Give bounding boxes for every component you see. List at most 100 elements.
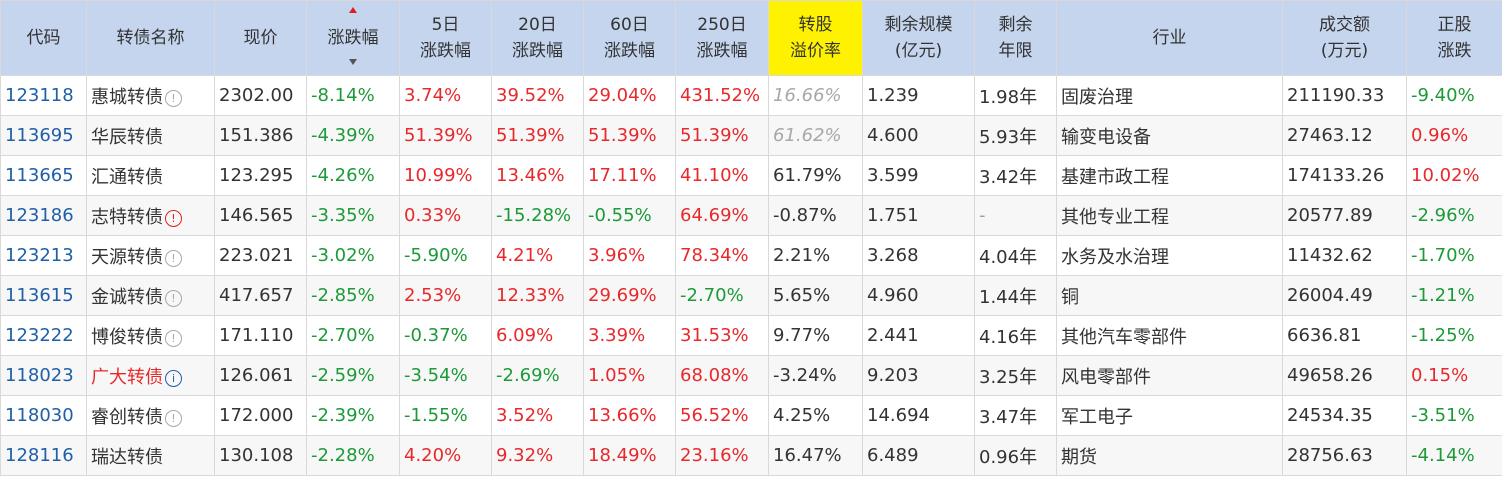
col-header-industry[interactable]: 行业 (1056, 0, 1283, 76)
bond-name[interactable]: 惠城转债! (86, 75, 215, 116)
table-row[interactable]: 113615 金诚转债! 417.657 -2.85% 2.53% 12.33% 29.69… (0, 275, 1502, 316)
remaining-years-cell: 1.98年 (974, 75, 1057, 116)
bond-name-text[interactable]: 广大转债 (91, 366, 163, 388)
change-60d-cell: 51.39% (583, 115, 676, 156)
change-20d-cell: 9.32% (491, 435, 584, 476)
stock-change-cell: -9.40% (1406, 75, 1502, 116)
change-5d-cell: 2.53% (399, 275, 492, 316)
bond-name[interactable]: 志特转债! (86, 195, 215, 236)
info-icon[interactable]: ! (165, 409, 182, 427)
col-header-conversion-premium[interactable]: 转股 溢价率 (768, 0, 863, 76)
price-cell: 151.386 (214, 115, 307, 156)
remaining-years-cell: 4.04年 (974, 235, 1057, 276)
bond-name[interactable]: 睿创转债! (86, 395, 215, 436)
col-header-change[interactable]: 涨跌幅 (306, 0, 400, 76)
col-header-price[interactable]: 现价 (214, 0, 307, 76)
info-icon[interactable]: ! (165, 329, 182, 347)
change-60d-cell: 13.66% (583, 395, 676, 436)
turnover-cell: 20577.89 (1282, 195, 1407, 236)
price-cell: 146.565 (214, 195, 307, 236)
table-row[interactable]: 123118 惠城转债! 2302.00 -8.14% 3.74% 39.52% 29.04… (0, 75, 1502, 116)
bond-code[interactable]: 118023 (0, 355, 87, 396)
bond-name-text[interactable]: 博俊转债 (91, 326, 163, 348)
bond-name-text[interactable]: 惠城转债 (91, 86, 163, 108)
price-cell: 2302.00 (214, 75, 307, 116)
bond-code[interactable]: 123118 (0, 75, 87, 116)
table-row[interactable]: 128116 瑞达转债 130.108 -2.28% 4.20% 9.32% 18.49% 2… (0, 435, 1502, 476)
table-row[interactable]: 123186 志特转债! 146.565 -3.35% 0.33% -15.28% -0.5… (0, 195, 1502, 236)
bond-code[interactable]: 123186 (0, 195, 87, 236)
change-20d-cell: 3.52% (491, 395, 584, 436)
stock-change-cell: -1.21% (1406, 275, 1502, 316)
change-cell: -8.14% (306, 75, 400, 116)
col-header-250d-change[interactable]: 250日 涨跌幅 (675, 0, 769, 76)
remaining-size-cell: 6.489 (862, 435, 975, 476)
bond-code[interactable]: 123213 (0, 235, 87, 276)
info-blue-icon[interactable]: i (165, 369, 182, 387)
sort-desc-icon[interactable] (349, 59, 357, 65)
industry-cell: 水务及水治理 (1056, 235, 1283, 276)
industry-cell: 铜 (1056, 275, 1283, 316)
info-icon[interactable]: ! (165, 89, 182, 107)
remaining-size-cell: 4.960 (862, 275, 975, 316)
col-header-name[interactable]: 转债名称 (86, 0, 215, 76)
bond-name-text[interactable]: 汇通转债 (91, 166, 163, 188)
change-250d-cell: 41.10% (675, 155, 769, 196)
table-row[interactable]: 118023 广大转债 i 126.061 -2.59% -3.54% -2.69% 1.05… (0, 355, 1502, 396)
table-row[interactable]: 113695 华辰转债 151.386 -4.39% 51.39% 51.39% 51.39… (0, 115, 1502, 156)
stock-change-cell: -1.70% (1406, 235, 1502, 276)
change-250d-cell: 78.34% (675, 235, 769, 276)
col-header-5d-change[interactable]: 5日 涨跌幅 (399, 0, 492, 76)
stock-change-cell: -2.96% (1406, 195, 1502, 236)
bond-name-text[interactable]: 天源转债 (91, 246, 163, 268)
col-header-remaining-size[interactable]: 剩余规模 (亿元) (862, 0, 975, 76)
premium-cell: 4.25% (768, 395, 863, 436)
premium-cell: 16.66% (768, 75, 863, 116)
change-20d-cell: 6.09% (491, 315, 584, 356)
stock-change-cell: 10.02% (1406, 155, 1502, 196)
bond-name[interactable]: 华辰转债 (86, 115, 215, 156)
bond-name-text[interactable]: 睿创转债 (91, 406, 163, 428)
change-cell: -2.39% (306, 395, 400, 436)
info-icon[interactable]: ! (165, 289, 182, 307)
table-row[interactable]: 123213 天源转债! 223.021 -3.02% -5.90% 4.21% 3.96%… (0, 235, 1502, 276)
remaining-size-cell: 14.694 (862, 395, 975, 436)
change-60d-cell: 29.69% (583, 275, 676, 316)
premium-cell: 61.62% (768, 115, 863, 156)
industry-cell: 其他专业工程 (1056, 195, 1283, 236)
bond-name[interactable]: 博俊转债! (86, 315, 215, 356)
bond-name-text[interactable]: 华辰转债 (91, 126, 163, 148)
bond-name-text[interactable]: 志特转债 (91, 206, 163, 228)
col-header-60d-change[interactable]: 60日 涨跌幅 (583, 0, 676, 76)
bond-code[interactable]: 113615 (0, 275, 87, 316)
col-header-20d-change[interactable]: 20日 涨跌幅 (491, 0, 584, 76)
warning-icon[interactable]: ! (165, 209, 182, 227)
change-250d-cell: 51.39% (675, 115, 769, 156)
change-5d-cell: -0.37% (399, 315, 492, 356)
col-header-remaining-years[interactable]: 剩余 年限 (974, 0, 1057, 76)
bond-name[interactable]: 瑞达转债 (86, 435, 215, 476)
bond-code[interactable]: 128116 (0, 435, 87, 476)
bond-code[interactable]: 123222 (0, 315, 87, 356)
table-row[interactable]: 118030 睿创转债! 172.000 -2.39% -1.55% 3.52% 13.66… (0, 395, 1502, 436)
bond-name[interactable]: 天源转债! (86, 235, 215, 276)
bond-code[interactable]: 113695 (0, 115, 87, 156)
sort-asc-icon[interactable] (349, 7, 357, 13)
col-header-code[interactable]: 代码 (0, 0, 87, 76)
bond-name[interactable]: 金诚转债! (86, 275, 215, 316)
bond-name-text[interactable]: 瑞达转债 (91, 446, 163, 468)
bond-code[interactable]: 118030 (0, 395, 87, 436)
bond-code[interactable]: 113665 (0, 155, 87, 196)
table-row[interactable]: 113665 汇通转债 123.295 -4.26% 10.99% 13.46% 17.11… (0, 155, 1502, 196)
col-header-turnover[interactable]: 成交额 (万元) (1282, 0, 1407, 76)
table-row[interactable]: 123222 博俊转债! 171.110 -2.70% -0.37% 6.09% 3.39%… (0, 315, 1502, 356)
info-icon[interactable]: ! (165, 249, 182, 267)
turnover-cell: 211190.33 (1282, 75, 1407, 116)
bond-name[interactable]: 广大转债 i (86, 355, 215, 396)
remaining-years-cell: 4.16年 (974, 315, 1057, 356)
bond-name[interactable]: 汇通转债 (86, 155, 215, 196)
bond-name-text[interactable]: 金诚转债 (91, 286, 163, 308)
col-header-stock-change[interactable]: 正股 涨跌 (1406, 0, 1502, 76)
stock-change-cell: -3.51% (1406, 395, 1502, 436)
